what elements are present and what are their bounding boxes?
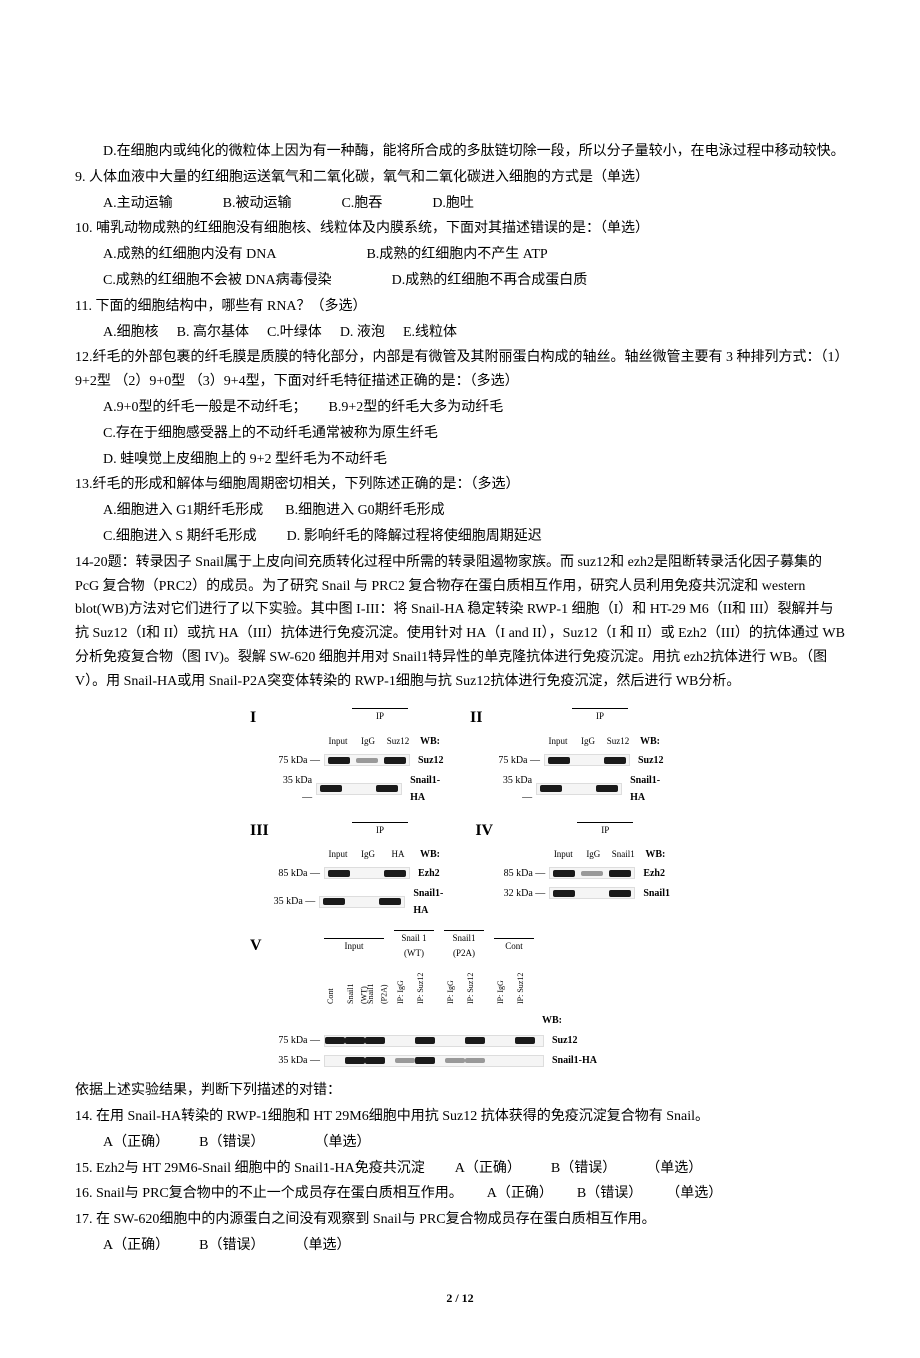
q9-c: C.胞吞: [341, 192, 382, 216]
q16-a: A（正确）: [487, 1182, 553, 1206]
lane-input: Input: [324, 734, 352, 749]
q14: 14. 在用 Snail-HA转染的 RWP-1细胞和 HT 29M6细胞中用抗…: [75, 1105, 845, 1129]
q17: 17. 在 SW-620细胞中的内源蛋白之间没有观察到 Snail与 PRC复合…: [75, 1208, 845, 1232]
panel-III: III IP Input IgG HA WB: 85 kDa — Ezh2: [250, 817, 455, 922]
q14-a: A（正确）: [103, 1131, 169, 1155]
panel-I: I IP Input IgG Suz12 WB: 75 kDa — Suz12: [250, 704, 450, 809]
kda35-I: 35 kDa —: [271, 772, 316, 806]
q12-a: A.9+0型的纤毛一般是不动纤毛；: [103, 396, 307, 420]
q11-b: B. 高尔基体: [177, 321, 249, 345]
q11-stem: 11. 下面的细胞结构中，哪些有 RNA？（多选）: [75, 295, 845, 319]
q17-b: B（错误）: [199, 1234, 264, 1258]
q11-options: A.细胞核 B. 高尔基体 C.叶绿体 D. 液泡 E.线粒体: [75, 321, 845, 345]
q9-a: A.主动运输: [103, 192, 173, 216]
q15: 15. Ezh2与 HT 29M6-Snail 细胞中的 Snail1-HA免疫…: [75, 1157, 425, 1181]
q13-b: B.细胞进入 G0期纤毛形成: [285, 499, 444, 523]
q11-d: D. 液泡: [340, 321, 385, 345]
q15-b: B（错误）: [551, 1157, 616, 1181]
q14-b: B（错误）: [199, 1131, 264, 1155]
q13-d: D. 影响纤毛的降解过程将使细胞周期延迟: [287, 525, 542, 549]
wb-suz12-I: Suz12: [418, 752, 444, 769]
q17-a: A（正确）: [103, 1234, 169, 1258]
panel-I-label: I: [250, 704, 274, 731]
q11-e: E.线粒体: [403, 321, 457, 345]
panel-II-label: II: [470, 704, 494, 731]
q13-row1: A.细胞进入 G1期纤毛形成 B.细胞进入 G0期纤毛形成: [75, 499, 845, 523]
kda75-I: 75 kDa —: [274, 752, 324, 769]
q8-option-d: D.在细胞内或纯化的微粒体上因为有一种酶，能将所合成的多肽链切除一段，所以分子量…: [75, 140, 845, 164]
lane-igg: IgG: [354, 734, 382, 749]
panel-V: V Input Snail 1 (WT) Snail1 (P2A) Cont C…: [250, 930, 670, 1069]
ip-bracket-I: IP: [352, 708, 408, 724]
q10-row2: C.成熟的红细胞不会被 DNA病毒侵染 D.成熟的红细胞不再合成蛋白质: [75, 269, 845, 293]
q16: 16. Snail与 PRC复合物中的不止一个成员存在蛋白质相互作用。: [75, 1182, 463, 1206]
lane-suz12: Suz12: [384, 734, 412, 749]
q9-stem: 9. 人体血液中大量的红细胞运送氧气和二氧化碳，氧气和二氧化碳进入细胞的方式是（…: [75, 166, 845, 190]
western-blot-figure: I IP Input IgG Suz12 WB: 75 kDa — Suz12: [250, 704, 670, 1070]
q15-single: （单选）: [646, 1157, 702, 1181]
q16-b: B（错误）: [577, 1182, 642, 1206]
q17-single: （单选）: [294, 1234, 350, 1258]
panel-II: II IP Input IgG Suz12 WB: 75 kDa — Suz12: [470, 704, 670, 809]
panel-IV: IV IP Input IgG Snail1 WB: 85 kDa — Ezh2: [475, 817, 670, 922]
q12-c: C.存在于细胞感受器上的不动纤毛通常被称为原生纤毛: [75, 422, 845, 446]
q11-a: A.细胞核: [103, 321, 159, 345]
q9-options: A.主动运输 B.被动运输 C.胞吞 D.胞吐: [75, 192, 845, 216]
panel-V-label: V: [250, 932, 274, 959]
q17-tf: A（正确） B（错误） （单选）: [75, 1234, 845, 1258]
q15-a: A（正确）: [455, 1157, 521, 1181]
q12-b: B.9+2型的纤毛大多为动纤毛: [329, 396, 504, 420]
q10-b: B.成熟的红细胞内不产生 ATP: [366, 243, 547, 267]
q10-stem: 10. 哺乳动物成熟的红细胞没有细胞核、线粒体及内膜系统，下面对其描述错误的是：…: [75, 217, 845, 241]
panel-III-label: III: [250, 817, 274, 844]
q13-a: A.细胞进入 G1期纤毛形成: [103, 499, 263, 523]
wb-label: WB:: [420, 733, 440, 750]
q10-c: C.成熟的红细胞不会被 DNA病毒侵染: [103, 269, 332, 293]
q10-row1: A.成熟的红细胞内没有 DNA B.成熟的红细胞内不产生 ATP: [75, 243, 845, 267]
q10-a: A.成熟的红细胞内没有 DNA: [103, 243, 276, 267]
q16-single: （单选）: [666, 1182, 722, 1206]
q13-stem: 13.纤毛的形成和解体与细胞周期密切相关，下列陈述正确的是：（多选）: [75, 473, 845, 497]
q14-single: （单选）: [314, 1131, 370, 1155]
q10-d: D.成熟的红细胞不再合成蛋白质: [392, 269, 588, 293]
judge-intro: 依据上述实验结果，判断下列描述的对错：: [75, 1079, 845, 1103]
q13-c: C.细胞进入 S 期纤毛形成: [103, 525, 257, 549]
q16-row: 16. Snail与 PRC复合物中的不止一个成员存在蛋白质相互作用。 A（正确…: [75, 1182, 845, 1206]
panel-IV-label: IV: [475, 817, 499, 844]
q12-row1: A.9+0型的纤毛一般是不动纤毛； B.9+2型的纤毛大多为动纤毛: [75, 396, 845, 420]
wb-snail1ha-I: Snail1-HA: [410, 772, 450, 806]
q12-stem: 12.纤毛的外部包裹的纤毛膜是质膜的特化部分，内部是有微管及其附丽蛋白构成的轴丝…: [75, 346, 845, 394]
q15-row: 15. Ezh2与 HT 29M6-Snail 细胞中的 Snail1-HA免疫…: [75, 1157, 845, 1181]
q14-tf: A（正确） B（错误） （单选）: [75, 1131, 845, 1155]
q13-row2: C.细胞进入 S 期纤毛形成 D. 影响纤毛的降解过程将使细胞周期延迟: [75, 525, 845, 549]
ip-bracket-II: IP: [572, 708, 628, 724]
page-number: 2 / 12: [75, 1288, 845, 1308]
q12-d: D. 蛙嗅觉上皮细胞上的 9+2 型纤毛为不动纤毛: [75, 448, 845, 472]
q11-c: C.叶绿体: [267, 321, 322, 345]
q9-d: D.胞吐: [432, 192, 474, 216]
passage-14-20: 14-20题：转录因子 Snail属于上皮向间充质转化过程中所需的转录阻遏物家族…: [75, 551, 845, 694]
q9-b: B.被动运输: [223, 192, 292, 216]
